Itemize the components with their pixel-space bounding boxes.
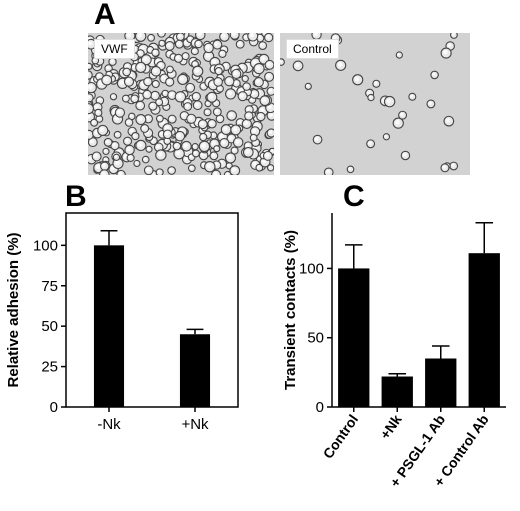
- y-axis-label: Relative adhesion (%): [5, 232, 22, 387]
- bar: [425, 358, 457, 407]
- y-tick-label: 100: [33, 237, 58, 254]
- panel-a-letter: A: [94, 0, 116, 31]
- panel-c-letter: C: [343, 180, 365, 213]
- micrograph-control: Control: [280, 33, 470, 175]
- cell: [157, 33, 166, 38]
- y-tick-label: 100: [299, 260, 324, 277]
- x-tick-label: -Nk: [97, 416, 121, 433]
- y-tick-label: 50: [307, 330, 324, 347]
- micrograph-control-label: Control: [286, 39, 339, 59]
- y-tick-label: 75: [41, 278, 58, 295]
- cell: [88, 103, 94, 115]
- x-tick-label: +Nk: [377, 411, 405, 442]
- y-tick-label: 0: [50, 399, 58, 416]
- plot-frame: [65, 212, 239, 408]
- bar: [338, 268, 370, 407]
- y-tick-label: 50: [41, 318, 58, 335]
- bar: [93, 245, 125, 407]
- x-tick-label: +Nk: [181, 416, 209, 433]
- x-tick-label: Control: [320, 412, 362, 462]
- bar: [468, 253, 500, 407]
- panel-b-letter: B: [65, 180, 87, 213]
- micrograph-vwf: VWF: [88, 33, 274, 175]
- bar: [381, 376, 413, 407]
- cell: [88, 70, 93, 80]
- y-tick-label: 0: [316, 399, 324, 416]
- bar: [179, 334, 211, 407]
- y-axis-label: Transient contacts (%): [282, 230, 299, 390]
- y-tick-label: 25: [41, 359, 58, 376]
- micrograph-vwf-label: VWF: [94, 39, 135, 59]
